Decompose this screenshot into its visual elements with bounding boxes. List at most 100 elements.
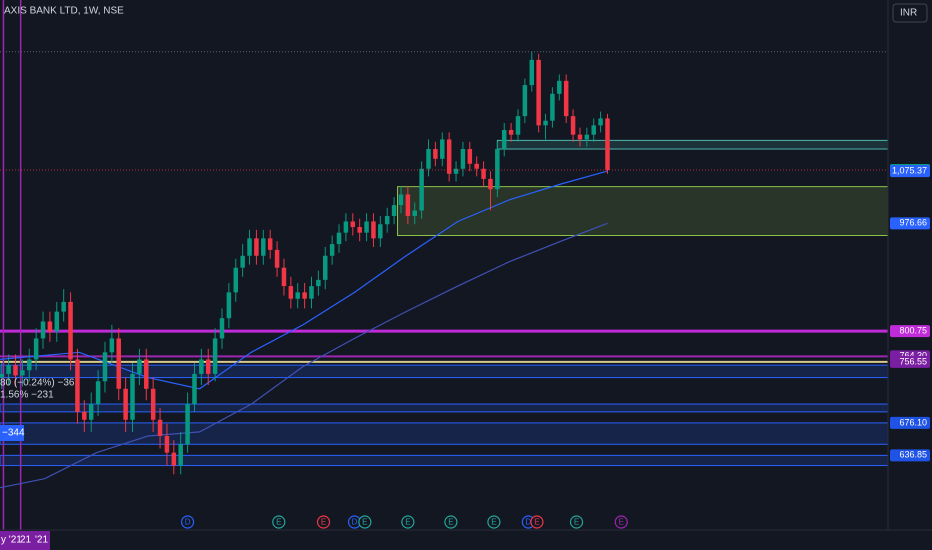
- candle-body: [295, 292, 300, 299]
- candle-body: [54, 311, 60, 332]
- candle-body: [412, 210, 417, 216]
- event-marker: [569, 515, 584, 529]
- candle-body: [495, 149, 500, 190]
- candle-body: [171, 452, 177, 466]
- event-label: E: [491, 518, 496, 527]
- candle-body: [467, 149, 473, 164]
- moving-average: [0, 170, 608, 390]
- candle-body: [226, 292, 232, 319]
- price-badge-label: 800.75: [899, 325, 927, 335]
- candle-body: [598, 118, 603, 126]
- candle-body: [357, 227, 362, 233]
- candle-body: [550, 93, 555, 121]
- candle-body: [281, 267, 287, 287]
- candle-body: [130, 373, 135, 420]
- price-badge: [890, 355, 930, 368]
- candle-body: [40, 321, 46, 339]
- candle-body: [323, 255, 328, 280]
- event-label: E: [321, 518, 326, 527]
- event-label: E: [448, 518, 453, 527]
- candle-body: [88, 404, 94, 420]
- price-badge-label: 1,075.37: [892, 165, 927, 175]
- candle-body: [350, 221, 356, 228]
- candle-body: [536, 59, 541, 126]
- price-badge: [890, 449, 930, 462]
- price-badge: [890, 217, 930, 230]
- currency-label[interactable]: INR: [900, 8, 917, 19]
- candle-body: [144, 359, 149, 389]
- event-label: E: [534, 518, 539, 527]
- candle-body: [33, 338, 39, 360]
- price-badge-label: 756.55: [899, 356, 927, 366]
- candle-body: [563, 80, 569, 117]
- candle-body: [20, 370, 25, 376]
- candle-body: [6, 365, 11, 374]
- candle-body: [446, 139, 452, 174]
- candle-body: [123, 388, 128, 420]
- candle-body: [309, 286, 314, 299]
- candle-body: [329, 244, 335, 256]
- candle-body: [488, 178, 493, 190]
- candle-body: [233, 267, 239, 293]
- candle-body: [522, 85, 528, 117]
- legend-fragment: 1.56% −231: [0, 390, 54, 401]
- moving-average: [0, 222, 608, 489]
- candle-body: [605, 118, 610, 171]
- candle-body: [137, 359, 142, 374]
- candle-body: [391, 205, 397, 216]
- candle-body: [205, 359, 211, 374]
- event-marker: [444, 515, 458, 529]
- candle-body: [508, 129, 514, 135]
- range-label: y '21: [1, 535, 22, 546]
- candle-body: [398, 194, 404, 206]
- candle-body: [109, 338, 115, 353]
- candle-body: [27, 359, 32, 371]
- event-label: E: [405, 518, 410, 527]
- candle-body: [570, 116, 576, 135]
- axes: 1,077.451,075.37976.66800.75764.30756.55…: [890, 164, 930, 462]
- candle-body: [371, 221, 376, 239]
- candle-body: [336, 232, 342, 245]
- price-badge: [890, 416, 930, 429]
- candle-body: [460, 149, 466, 169]
- candle-body: [254, 238, 259, 256]
- price-badge: [890, 325, 930, 338]
- range-label: '21: [35, 535, 48, 546]
- zones: [0, 0, 889, 530]
- candle-body: [47, 321, 53, 332]
- range-label: 21: [20, 535, 32, 546]
- candle-body: [405, 194, 411, 216]
- event-label: E: [276, 518, 281, 527]
- candle-body: [316, 279, 321, 287]
- candle-body: [185, 404, 190, 445]
- candle-body: [481, 168, 486, 179]
- event-marker: [272, 515, 286, 529]
- event-marker: [358, 515, 372, 529]
- event-marker: [180, 515, 195, 529]
- event-label: D: [352, 518, 358, 527]
- event-marker: [316, 515, 331, 529]
- candle-body: [557, 80, 562, 94]
- candle-body: [164, 435, 170, 453]
- candle-body: [150, 388, 156, 420]
- currency-button[interactable]: [892, 3, 928, 23]
- price-badge-label: 636.85: [899, 450, 927, 460]
- candle-body: [178, 444, 183, 466]
- candle-body: [364, 221, 369, 233]
- zone: [496, 139, 889, 150]
- legend-badge: [0, 425, 24, 441]
- candle-body: [116, 338, 121, 389]
- candle-body: [302, 292, 307, 299]
- price-badge: [890, 165, 930, 178]
- price-badge-label: 976.66: [899, 218, 927, 228]
- candle-body: [75, 359, 80, 412]
- candle-body: [199, 359, 204, 374]
- candle-body: [61, 301, 66, 312]
- event-label: D: [185, 518, 191, 527]
- event-label: E: [619, 518, 624, 527]
- candle-body: [95, 381, 101, 405]
- candle-body: [219, 318, 225, 339]
